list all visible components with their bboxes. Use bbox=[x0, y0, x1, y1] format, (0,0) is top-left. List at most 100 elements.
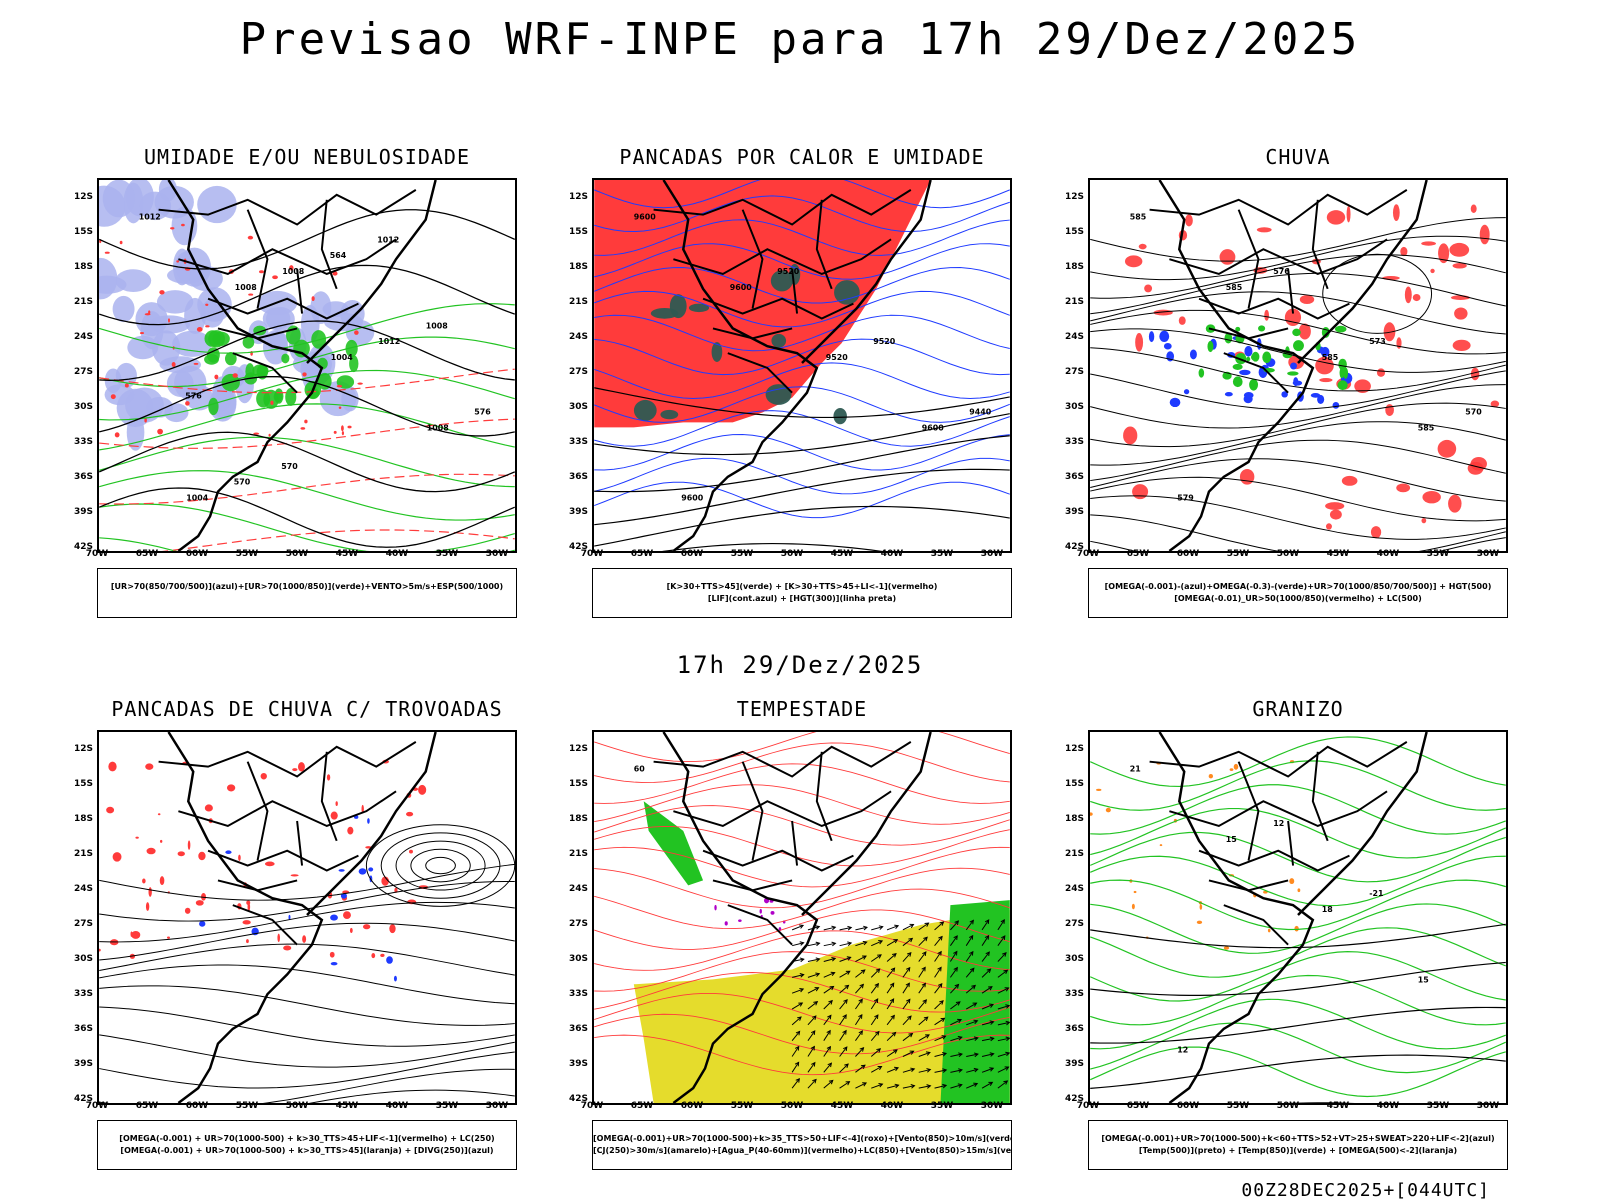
field-patch bbox=[339, 869, 345, 872]
lat-tick-label: 36S bbox=[65, 1024, 93, 1034]
lon-tick-label: 40W bbox=[382, 1101, 412, 1111]
lat-tick-label: 30S bbox=[65, 954, 93, 964]
field-patch bbox=[277, 934, 280, 943]
contour-label: 570 bbox=[1465, 407, 1482, 416]
field-patch bbox=[140, 332, 144, 334]
field-patch bbox=[233, 373, 238, 378]
field-patch bbox=[1179, 316, 1186, 325]
field-patch bbox=[1396, 484, 1410, 493]
field-patch bbox=[1249, 379, 1258, 391]
lat-tick-label: 24S bbox=[560, 884, 588, 894]
state-border bbox=[159, 190, 416, 225]
field-patch bbox=[363, 924, 370, 929]
state-border bbox=[1209, 328, 1288, 338]
field-patch bbox=[1200, 904, 1203, 910]
lon-tick-label: 50W bbox=[1273, 1101, 1303, 1111]
field-patch bbox=[1240, 469, 1254, 485]
lat-tick-label: 12S bbox=[65, 192, 93, 202]
lon-tick-label: 35W bbox=[927, 549, 957, 559]
lon-tick-label: 55W bbox=[1223, 1101, 1253, 1111]
legend-box: [OMEGA(-0.001)-(azul)+OMEGA(-0.3)-(verde… bbox=[1088, 568, 1508, 618]
contour-label: 15 bbox=[1226, 835, 1237, 844]
field-patch bbox=[302, 935, 306, 943]
lat-tick-label: 36S bbox=[1056, 1024, 1084, 1034]
field-patch bbox=[1451, 295, 1470, 300]
field-patch bbox=[342, 431, 344, 435]
field-patch bbox=[418, 785, 426, 795]
lat-tick-label: 24S bbox=[65, 332, 93, 342]
streamline-eddy bbox=[381, 833, 500, 898]
contour-label: 9440 bbox=[969, 407, 992, 416]
legend-box: [OMEGA(-0.001)+UR>70(1000-500)+k>35_TTS>… bbox=[592, 1120, 1012, 1170]
legend-box: [OMEGA(-0.001) + UR>70(1000-500) + k>30_… bbox=[97, 1120, 517, 1170]
field-patch bbox=[120, 241, 123, 245]
lat-tick-label: 39S bbox=[560, 507, 588, 517]
forecast-time-subtitle: 17h 29/Dez/2025 bbox=[0, 651, 1600, 679]
legend-line: [OMEGA(-0.001) + UR>70(1000-500) + k>30_… bbox=[98, 1133, 516, 1145]
field-patch bbox=[145, 763, 153, 770]
state-border bbox=[1288, 821, 1293, 866]
panel-title: GRANIZO bbox=[1088, 697, 1508, 721]
field-patch bbox=[394, 976, 397, 982]
state-border bbox=[654, 742, 911, 777]
map-canvas: 60 bbox=[594, 732, 1010, 1103]
field-patch bbox=[714, 905, 716, 911]
lon-tick-label: 65W bbox=[627, 549, 657, 559]
field-patch bbox=[113, 296, 135, 322]
contour-label: 9600 bbox=[634, 213, 657, 222]
field-patch bbox=[350, 928, 353, 933]
lat-tick-label: 36S bbox=[560, 472, 588, 482]
panel-title: CHUVA bbox=[1088, 145, 1508, 169]
lon-tick-label: 40W bbox=[877, 549, 907, 559]
field-patch bbox=[1468, 462, 1484, 475]
lat-tick-label: 15S bbox=[560, 227, 588, 237]
field-patch bbox=[725, 921, 728, 925]
field-patch bbox=[131, 931, 140, 939]
lat-tick-label: 18S bbox=[1056, 262, 1084, 272]
field-patch bbox=[1430, 269, 1434, 273]
lat-tick-label: 12S bbox=[65, 744, 93, 754]
field-patch bbox=[208, 330, 225, 347]
lon-tick-label: 50W bbox=[282, 549, 312, 559]
field-patch bbox=[99, 949, 101, 952]
lat-tick-label: 21S bbox=[65, 849, 93, 859]
contour-line bbox=[1090, 477, 1506, 521]
lon-tick-label: 60W bbox=[1173, 549, 1203, 559]
contour-label: 12 bbox=[1177, 1046, 1188, 1055]
lon-tick-label: 70W bbox=[1073, 1101, 1103, 1111]
lat-tick-label: 39S bbox=[1056, 507, 1084, 517]
field-patch bbox=[225, 850, 231, 854]
field-patch bbox=[1300, 295, 1314, 304]
field-patch bbox=[1480, 225, 1490, 245]
state-border bbox=[1239, 210, 1259, 309]
field-patch bbox=[347, 426, 351, 429]
lon-tick-label: 65W bbox=[1123, 1101, 1153, 1111]
lon-tick-label: 45W bbox=[332, 1101, 362, 1111]
contour-label: 585 bbox=[1130, 213, 1147, 222]
field-patch bbox=[184, 298, 206, 334]
lat-tick-label: 36S bbox=[560, 1024, 588, 1034]
state-border bbox=[233, 905, 297, 945]
lon-tick-label: 45W bbox=[1323, 1101, 1353, 1111]
lon-tick-label: 40W bbox=[1373, 549, 1403, 559]
state-border bbox=[159, 742, 416, 777]
lon-tick-label: 40W bbox=[382, 549, 412, 559]
field-patch bbox=[105, 252, 110, 254]
field-patch bbox=[1246, 357, 1250, 362]
lat-tick-label: 15S bbox=[1056, 227, 1084, 237]
field-patch bbox=[327, 774, 330, 780]
field-patch bbox=[259, 270, 264, 273]
field-patch bbox=[371, 953, 375, 958]
field-patch bbox=[106, 807, 114, 814]
field-patch bbox=[199, 921, 205, 927]
lat-tick-label: 33S bbox=[560, 437, 588, 447]
field-patch bbox=[1292, 329, 1301, 337]
field-patch bbox=[341, 425, 344, 431]
lon-tick-label: 70W bbox=[82, 549, 112, 559]
field-patch bbox=[368, 867, 373, 871]
field-patch bbox=[176, 260, 179, 262]
panel-title: UMIDADE E/OU NEBULOSIDADE bbox=[97, 145, 517, 169]
